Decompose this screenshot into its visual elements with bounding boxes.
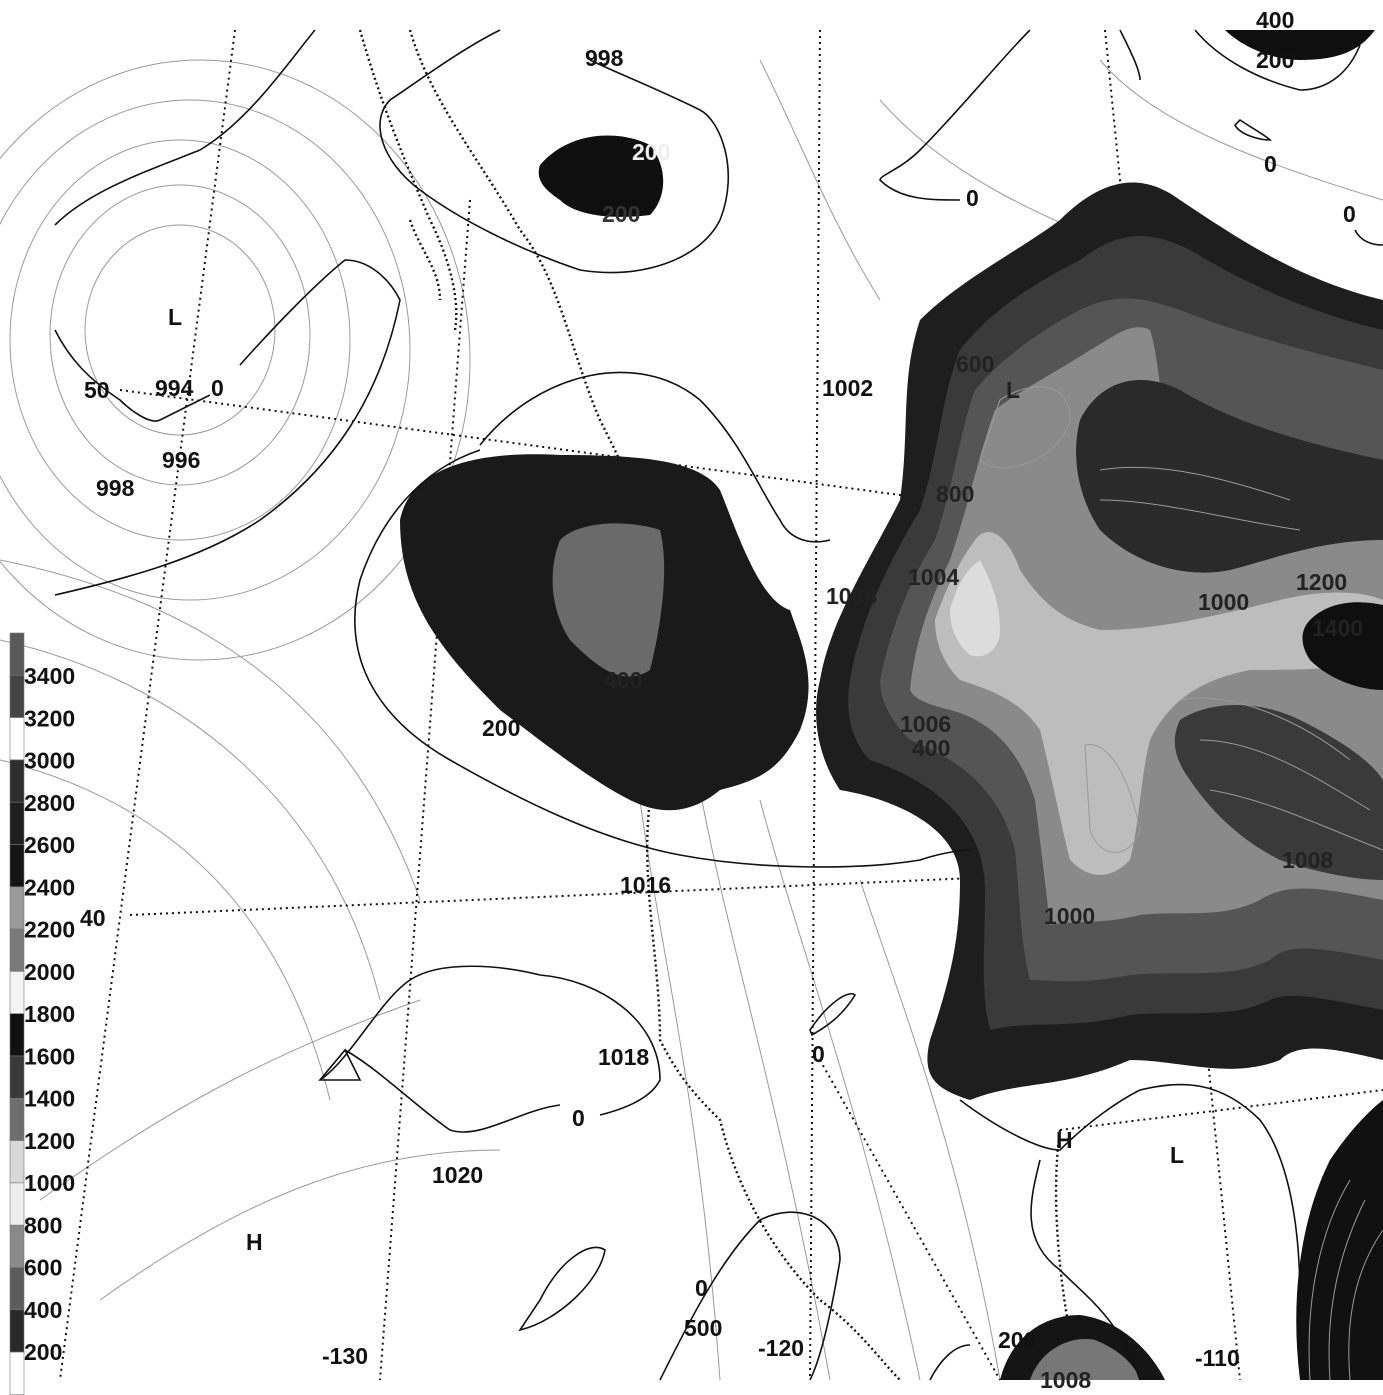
system-low-label: L bbox=[168, 304, 182, 330]
legend-swatch bbox=[9, 928, 25, 972]
height-label: 1400 bbox=[1312, 615, 1363, 641]
height-label: 200 bbox=[998, 1327, 1036, 1353]
legend-swatch bbox=[9, 844, 25, 888]
height-label: 1200 bbox=[1296, 569, 1347, 595]
height-label: 800 bbox=[936, 481, 974, 507]
terrain-central-gray bbox=[552, 523, 665, 677]
legend-level-label: 1200 bbox=[24, 1128, 75, 1154]
legend-level-label: 3200 bbox=[24, 705, 75, 731]
terrain-contours bbox=[979, 386, 1383, 1381]
legend-level-label: 1800 bbox=[24, 1001, 75, 1027]
terrain-fill bbox=[400, 30, 1383, 1380]
legend-swatch bbox=[9, 886, 25, 930]
legend-swatch bbox=[9, 1267, 25, 1311]
height-label: 0 bbox=[812, 1041, 825, 1067]
system-low-label: L bbox=[1170, 1142, 1184, 1168]
legend-level-label: 2400 bbox=[24, 874, 75, 900]
pressure-label: 1008 bbox=[826, 583, 877, 609]
legend-swatch bbox=[9, 1351, 25, 1395]
pressure-label: 996 bbox=[162, 447, 200, 473]
height-label: 400 bbox=[604, 667, 642, 693]
terrain-east-inner-dark bbox=[1076, 380, 1383, 573]
system-high-label: H bbox=[246, 1229, 263, 1255]
legend-level-label: 200 bbox=[24, 1339, 62, 1365]
height-label: 400 bbox=[1256, 7, 1294, 33]
longitude-label: -130 bbox=[322, 1343, 368, 1369]
legend-level-label: 3000 bbox=[24, 748, 75, 774]
pressure-label: 1016 bbox=[620, 872, 671, 898]
isobar-contours bbox=[0, 59, 1383, 1381]
terrain-top-right bbox=[1225, 30, 1375, 60]
legend: 3400 3200 3000 2800 2600 2400 2200 2000 1800 1600… bbox=[24, 663, 75, 1365]
legend-level-label: 800 bbox=[24, 1212, 62, 1238]
terrain-southeast bbox=[1296, 1100, 1383, 1380]
height-label: 200 bbox=[602, 201, 640, 227]
legend-level-label: 2800 bbox=[24, 790, 75, 816]
legend-level-label: 600 bbox=[24, 1255, 62, 1281]
longitude-label: -120 bbox=[758, 1335, 804, 1361]
legend-swatch bbox=[9, 1098, 25, 1141]
terrain-east-band5 bbox=[950, 560, 1000, 657]
terrain-north-blob bbox=[538, 135, 664, 217]
legend-level-label: 1600 bbox=[24, 1043, 75, 1069]
longitude-label: -110 bbox=[1195, 1345, 1240, 1371]
height-label: 200 bbox=[1256, 47, 1294, 73]
terrain-east-band4 bbox=[935, 531, 1383, 875]
terrain-east-right-dark bbox=[1302, 602, 1383, 690]
pressure-label: 1006 bbox=[900, 711, 951, 737]
height-label: 0 bbox=[211, 375, 224, 401]
pressure-label: 994 bbox=[155, 375, 194, 401]
height-label: 0 bbox=[695, 1275, 708, 1301]
legend-swatch bbox=[9, 717, 25, 761]
height-label: 400 bbox=[912, 735, 950, 761]
legend-swatch bbox=[9, 1182, 25, 1226]
height-label: 0 bbox=[572, 1105, 585, 1131]
latitude-label: 40 bbox=[80, 905, 106, 931]
legend-swatch bbox=[9, 971, 25, 1015]
legend-level-label: 2600 bbox=[24, 832, 75, 858]
legend-swatch bbox=[9, 1140, 25, 1184]
legend-colorbar bbox=[9, 632, 25, 1395]
height-label: 0 bbox=[1264, 151, 1277, 177]
legend-level-label: 3400 bbox=[24, 663, 75, 689]
legend-swatch bbox=[9, 759, 25, 803]
pressure-label: 1008 bbox=[1282, 847, 1333, 873]
height-label: 200 bbox=[482, 715, 520, 741]
legend-swatch bbox=[9, 801, 25, 845]
pressure-label: 1008 bbox=[1040, 1367, 1091, 1393]
legend-swatch bbox=[9, 1013, 25, 1057]
terrain-east-lower-dark bbox=[1174, 705, 1383, 880]
legend-swatch bbox=[9, 1055, 25, 1099]
solid-contours bbox=[54, 29, 1383, 1381]
legend-swatch bbox=[9, 674, 25, 718]
legend-level-label: 2200 bbox=[24, 917, 75, 943]
system-high-label: H bbox=[1056, 1127, 1073, 1153]
pressure-label: 1020 bbox=[432, 1162, 483, 1188]
pressure-label: 1000 bbox=[1044, 903, 1095, 929]
pressure-label: 998 bbox=[96, 475, 135, 501]
legend-level-label: 400 bbox=[24, 1297, 62, 1323]
legend-swatch bbox=[9, 1224, 25, 1268]
terrain-south-blob-inner bbox=[1030, 1339, 1140, 1380]
map-labels: 998 994 996 998 1002 1016 1018 1020 1000… bbox=[80, 7, 1363, 1393]
height-label: 0 bbox=[1343, 201, 1356, 227]
height-label: 600 bbox=[956, 351, 994, 377]
pressure-label: 998 bbox=[585, 45, 624, 71]
legend-swatch bbox=[9, 1309, 25, 1353]
legend-swatch bbox=[9, 632, 25, 676]
height-label: 500 bbox=[684, 1315, 722, 1341]
height-label: 200 bbox=[632, 139, 670, 165]
height-label: 0 bbox=[966, 185, 979, 211]
legend-level-label: 1000 bbox=[24, 1170, 75, 1196]
pressure-label: 1002 bbox=[822, 375, 873, 401]
legend-level-label: 1400 bbox=[24, 1086, 75, 1112]
height-label: 50 bbox=[84, 377, 110, 403]
system-low-label: L bbox=[1006, 377, 1020, 403]
pressure-label: 1004 bbox=[908, 564, 959, 590]
pressure-label: 1018 bbox=[598, 1044, 649, 1070]
pressure-label: 1000 bbox=[1198, 589, 1249, 615]
legend-level-label: 2000 bbox=[24, 959, 75, 985]
